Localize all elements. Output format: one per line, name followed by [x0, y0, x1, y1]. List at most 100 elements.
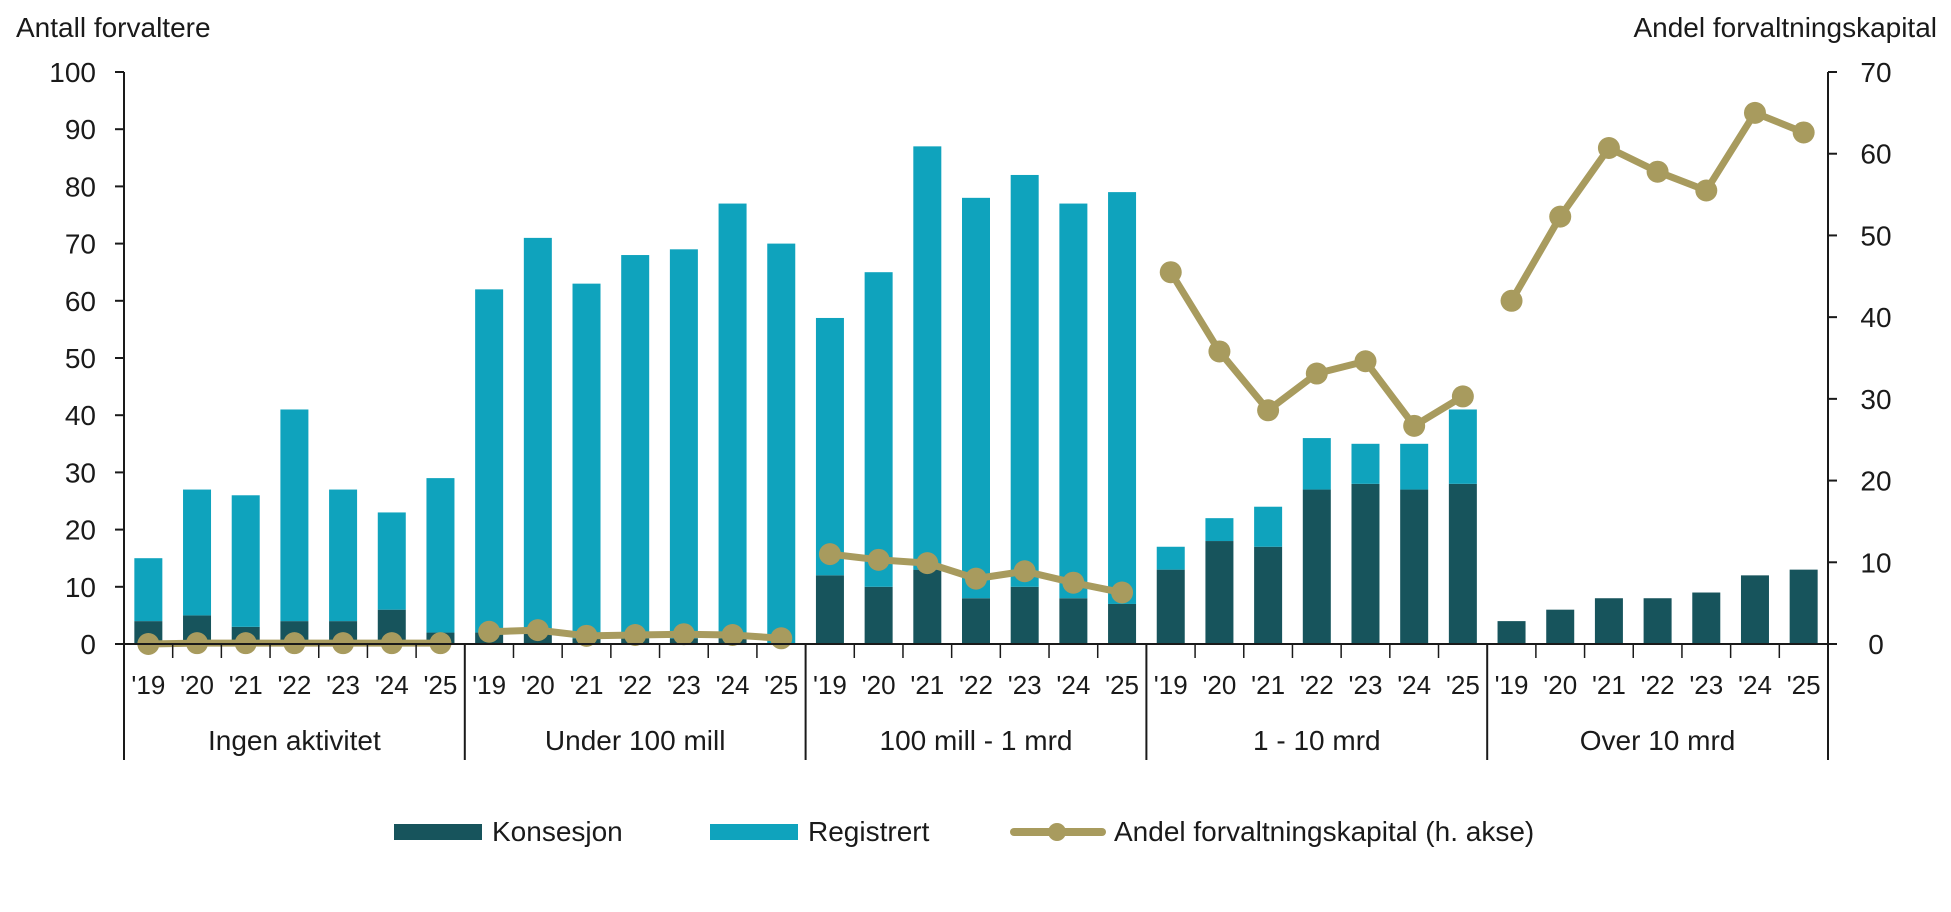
x-tick-label-0-5: '24	[375, 670, 409, 700]
y-right-tick-label-2: 20	[1860, 466, 1891, 497]
legend-item-registrert: Registrert	[710, 812, 929, 852]
x-tick-label-3-6: '25	[1446, 670, 1480, 700]
x-tick-label-1-0: '19	[472, 670, 506, 700]
x-tick-label-0-6: '25	[424, 670, 458, 700]
x-tick-label-2-1: '20	[862, 670, 896, 700]
bar-registrert-3-1	[1205, 518, 1234, 542]
y-left-tick-label-10: 100	[49, 57, 96, 88]
andel-point-3-4	[1354, 350, 1377, 373]
y-left-tick-label-1: 10	[65, 572, 96, 603]
bar-konsesjon-4-1	[1546, 609, 1575, 644]
bar-registrert-1-0	[475, 289, 504, 633]
andel-point-4-1	[1549, 205, 1572, 228]
andel-point-1-0	[478, 620, 501, 643]
bar-konsesjon-4-5	[1740, 575, 1769, 644]
andel-point-2-0	[818, 543, 841, 566]
andel-point-3-0	[1159, 261, 1182, 284]
y-right-tick-label-0: 0	[1868, 629, 1884, 660]
andel-point-1-6	[770, 627, 793, 650]
group-label-1: Under 100 mill	[545, 725, 726, 756]
y-right-tick-label-6: 60	[1860, 139, 1891, 170]
group-label-3: 1 - 10 mrd	[1253, 725, 1381, 756]
andel-point-1-4	[672, 623, 695, 646]
group-label-4: Over 10 mrd	[1580, 725, 1736, 756]
andel-point-2-6	[1111, 581, 1134, 604]
y-right-tick-label-7: 70	[1860, 57, 1891, 88]
bar-konsesjon-3-2	[1254, 546, 1283, 644]
axes-layer	[115, 71, 1837, 760]
andel-point-1-5	[721, 624, 744, 647]
x-tick-label-2-4: '23	[1008, 670, 1042, 700]
bar-registrert-3-5	[1400, 443, 1429, 490]
bar-registrert-0-5	[377, 512, 406, 610]
bar-registrert-0-1	[183, 489, 212, 616]
x-tick-label-0-3: '22	[277, 670, 311, 700]
bar-registrert-3-4	[1351, 443, 1380, 484]
x-tick-label-1-6: '25	[764, 670, 798, 700]
bar-registrert-2-6	[1108, 192, 1137, 604]
bar-konsesjon-4-6	[1789, 569, 1818, 644]
x-tick-label-2-2: '21	[910, 670, 944, 700]
andel-point-4-6	[1792, 121, 1815, 144]
left-axis-title: Antall forvaltere	[16, 12, 211, 43]
legend-label-registrert: Registrert	[808, 816, 930, 847]
labels-layer: '19 '20 '21 '22 '23 '24 '25 Ingen aktivitet '19 '…	[49, 57, 1891, 756]
x-tick-label-2-5: '24	[1056, 670, 1090, 700]
bar-registrert-2-3	[962, 197, 990, 599]
andel-point-4-4	[1695, 179, 1718, 202]
andel-point-2-1	[867, 548, 890, 571]
bar-konsesjon-4-4	[1692, 592, 1721, 644]
bar-konsesjon-2-1	[864, 586, 893, 644]
y-left-tick-label-2: 20	[65, 515, 96, 546]
right-axis-title: Andel forvaltningskapital	[1633, 12, 1937, 43]
combo-chart: '19 '20 '21 '22 '23 '24 '25 Ingen aktivitet '19 '…	[49, 57, 1892, 760]
andel-point-3-1	[1208, 340, 1231, 363]
x-tick-label-1-1: '20	[521, 670, 555, 700]
bar-registrert-2-0	[815, 317, 844, 576]
y-right-tick-label-1: 10	[1860, 547, 1891, 578]
andel-point-3-2	[1257, 399, 1280, 422]
andel-point-4-0	[1500, 289, 1523, 312]
andel-point-1-2	[575, 624, 598, 647]
bar-registrert-1-5	[718, 203, 747, 639]
andel-point-2-2	[916, 552, 939, 575]
bar-konsesjon-4-2	[1594, 598, 1623, 644]
y-left-tick-label-8: 80	[65, 171, 96, 202]
group-label-2: 100 mill - 1 mrd	[880, 725, 1073, 756]
bar-registrert-3-2	[1254, 506, 1283, 547]
x-tick-label-0-4: '23	[326, 670, 360, 700]
bar-konsesjon-2-3	[962, 598, 990, 644]
x-tick-label-1-5: '24	[716, 670, 750, 700]
bar-konsesjon-3-4	[1351, 483, 1380, 644]
legend-item-andel: Andel forvaltningskapital (h. akse)	[1010, 812, 1534, 852]
bar-registrert-2-2	[913, 146, 942, 570]
bar-registrert-2-1	[864, 272, 893, 587]
bar-registrert-3-6	[1448, 409, 1477, 484]
andel-point-3-6	[1451, 385, 1474, 408]
andel-point-4-2	[1597, 136, 1620, 159]
y-left-tick-label-0: 0	[80, 629, 96, 660]
bar-registrert-0-2	[231, 495, 260, 627]
andel-point-3-3	[1305, 362, 1328, 385]
bar-konsesjon-4-0	[1497, 621, 1526, 644]
bar-konsesjon-2-4	[1010, 586, 1039, 644]
x-tick-label-2-0: '19	[813, 670, 847, 700]
bar-registrert-1-1	[523, 237, 552, 633]
x-tick-label-4-2: '21	[1592, 670, 1626, 700]
bar-konsesjon-2-2	[913, 569, 942, 644]
y-right-tick-label-3: 30	[1860, 384, 1891, 415]
legend-swatch-andel	[1010, 812, 1106, 852]
legend-swatch-registrert	[710, 824, 798, 840]
bar-konsesjon-2-6	[1108, 603, 1137, 644]
x-tick-label-0-1: '20	[180, 670, 214, 700]
x-tick-label-4-3: '22	[1641, 670, 1675, 700]
y-right-tick-label-5: 50	[1860, 220, 1891, 251]
bar-registrert-2-5	[1059, 203, 1088, 599]
bar-konsesjon-3-3	[1302, 489, 1331, 644]
y-right-tick-label-4: 40	[1860, 302, 1891, 333]
bar-registrert-3-0	[1156, 546, 1185, 570]
x-tick-label-4-4: '23	[1689, 670, 1723, 700]
legend-label-konsesjon: Konsesjon	[492, 816, 623, 847]
x-tick-label-1-2: '21	[570, 670, 604, 700]
legend-item-konsesjon: Konsesjon	[394, 812, 623, 852]
